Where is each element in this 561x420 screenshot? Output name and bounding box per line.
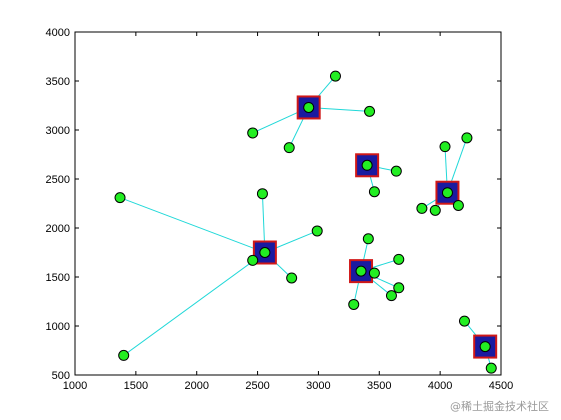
x-tick-label: 3500 xyxy=(367,380,391,392)
x-tick-label: 1500 xyxy=(124,380,148,392)
data-point xyxy=(452,199,464,211)
data-point xyxy=(368,186,380,198)
data-point xyxy=(247,254,259,266)
y-tick-label: 3000 xyxy=(46,125,70,137)
data-point xyxy=(118,349,130,361)
y-tick-label: 2500 xyxy=(46,174,70,186)
y-tick-label: 3500 xyxy=(46,76,70,88)
data-point xyxy=(458,315,470,327)
watermark: @稀土掘金技术社区 xyxy=(450,400,549,413)
data-point xyxy=(355,265,367,277)
axis-ticks: 1000 1500 2000 2500 3000 3500 4000 4500 4000 3500… xyxy=(46,27,514,392)
data-points xyxy=(114,70,497,374)
y-tick-label: 2000 xyxy=(46,223,70,235)
y-tick-label: 500 xyxy=(52,370,70,382)
link-line xyxy=(119,197,266,253)
data-point xyxy=(311,225,323,237)
y-tick-label: 4000 xyxy=(46,27,70,39)
y-tick-label: 1000 xyxy=(46,321,70,333)
data-point xyxy=(283,142,295,154)
data-point xyxy=(286,272,298,284)
data-point xyxy=(329,70,341,82)
data-point xyxy=(393,253,405,265)
data-point xyxy=(256,188,268,200)
data-point xyxy=(348,298,360,310)
x-tick-label: 1000 xyxy=(63,380,87,392)
y-tick-label: 1500 xyxy=(46,272,70,284)
x-tick-label: 2000 xyxy=(184,380,208,392)
data-point xyxy=(362,233,374,245)
x-tick-label: 3000 xyxy=(306,380,330,392)
data-point xyxy=(364,105,376,117)
data-point xyxy=(368,267,380,279)
link-line xyxy=(123,252,266,356)
data-point xyxy=(259,247,271,258)
data-point xyxy=(416,202,428,214)
x-tick-label: 2500 xyxy=(245,380,269,392)
data-point xyxy=(485,362,497,374)
data-point xyxy=(429,204,441,216)
data-point xyxy=(114,192,126,204)
x-tick-label: 4000 xyxy=(428,380,452,392)
data-point xyxy=(479,341,491,353)
data-point xyxy=(393,282,405,294)
data-point xyxy=(385,290,397,302)
x-tick-label: 4500 xyxy=(489,380,513,392)
data-point xyxy=(461,132,473,144)
data-point xyxy=(439,141,451,153)
data-point xyxy=(390,165,402,177)
data-point xyxy=(441,187,453,199)
data-point xyxy=(361,159,373,171)
data-point xyxy=(247,127,259,139)
data-point xyxy=(303,101,315,113)
